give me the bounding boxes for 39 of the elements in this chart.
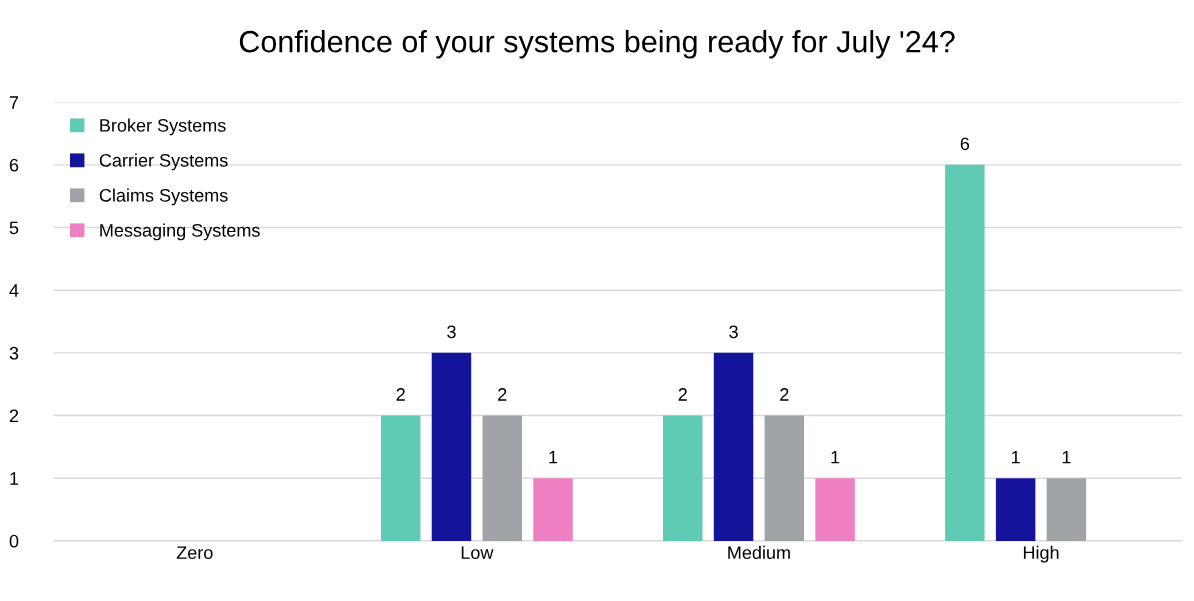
data-label: 2 — [396, 388, 405, 401]
data-label: 2 — [678, 388, 687, 401]
y-tick-label: 1 — [10, 472, 19, 485]
x-tick-label: Zero — [176, 546, 213, 560]
data-label: 1 — [1062, 450, 1071, 464]
y-tick-label: 4 — [9, 284, 19, 297]
data-label: 2 — [498, 388, 507, 401]
y-tick-label: 3 — [9, 346, 19, 360]
data-label: 6 — [960, 137, 970, 151]
bar — [482, 415, 522, 541]
legend-label: Messaging Systems — [100, 223, 260, 241]
legend-label: Broker Systems — [100, 118, 226, 136]
data-label: 1 — [831, 450, 840, 464]
data-label: 3 — [447, 325, 456, 339]
x-tick-label: High — [1023, 545, 1059, 563]
bar — [1046, 478, 1087, 541]
bar — [945, 164, 985, 541]
y-tick-label: 6 — [9, 158, 19, 172]
bar — [995, 478, 1036, 541]
y-tick-label: 0 — [9, 534, 19, 548]
x-tick-label: Low — [461, 546, 494, 560]
y-tick-label: 7 — [9, 96, 19, 109]
bar — [713, 352, 754, 541]
bar — [431, 352, 472, 541]
bar — [815, 478, 855, 541]
chart-title: Confidence of your systems being ready for July '24? — [239, 30, 955, 59]
bar — [533, 478, 573, 541]
x-tick-label: Medium — [728, 545, 790, 560]
bar — [380, 415, 421, 541]
data-label: 3 — [729, 325, 738, 339]
data-label: 1 — [549, 450, 558, 464]
bar — [663, 415, 703, 541]
legend-label: Carrier Systems — [99, 153, 228, 171]
y-tick-label: 5 — [9, 221, 19, 235]
y-tick-label: 2 — [9, 409, 19, 423]
legend-label: Claims Systems — [99, 188, 228, 206]
data-label: 1 — [1011, 450, 1020, 464]
data-label: 2 — [780, 388, 789, 401]
bar — [764, 415, 805, 541]
